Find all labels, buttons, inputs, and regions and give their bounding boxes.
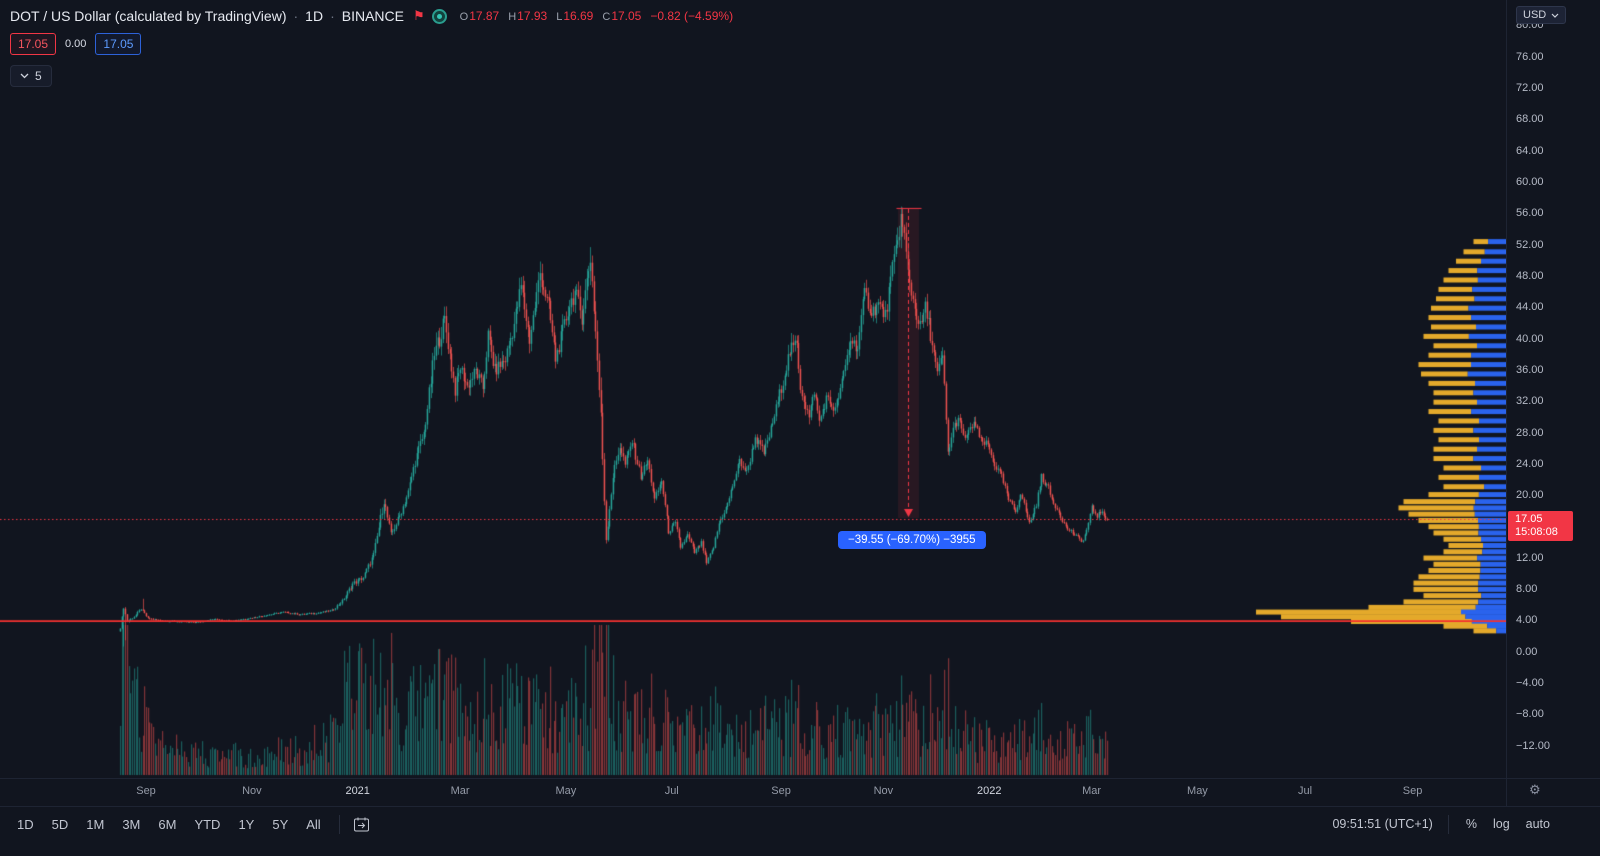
drawings-collapse-button[interactable]: 5 bbox=[10, 65, 52, 87]
price-tick-label: 28.00 bbox=[1516, 426, 1544, 439]
toolbar-left: 1D 5D 1M 3M 6M YTD 1Y 5Y All bbox=[10, 814, 372, 835]
bottom-toolbar: 1D 5D 1M 3M 6M YTD 1Y 5Y All 09:51:51 (UTC+1) % … bbox=[0, 806, 1600, 856]
bar-countdown: 15:08:08 bbox=[1515, 526, 1558, 538]
change-value: −0.82 (−4.59%) bbox=[650, 9, 734, 23]
price-tick-label: 48.00 bbox=[1516, 269, 1544, 282]
time-axis-label: Sep bbox=[1402, 785, 1423, 797]
separator-dot: · bbox=[330, 8, 335, 24]
price-tick-label: 76.00 bbox=[1516, 50, 1544, 63]
price-tick-label: 56.00 bbox=[1516, 207, 1544, 220]
buy-sell-row: 17.05 0.00 17.05 bbox=[10, 33, 733, 55]
chart-header: DOT / US Dollar (calculated by TradingVi… bbox=[10, 8, 733, 87]
time-axis-label: 2022 bbox=[976, 785, 1002, 797]
range-button-3M[interactable]: 3M bbox=[115, 814, 147, 835]
exchange-label: BINANCE bbox=[341, 8, 404, 24]
auto-scale-button[interactable]: auto bbox=[1520, 814, 1556, 834]
price-tick-label: −4.00 bbox=[1516, 677, 1544, 690]
time-axis-label: Mar bbox=[1082, 785, 1102, 797]
time-axis-label: Mar bbox=[450, 785, 470, 797]
close-value: 17.05 bbox=[611, 9, 642, 23]
axis-settings-gear-icon[interactable]: ⚙ bbox=[1529, 782, 1541, 797]
clock-label[interactable]: 09:51:51 (UTC+1) bbox=[1332, 817, 1433, 831]
percent-scale-button[interactable]: % bbox=[1460, 814, 1483, 834]
go-to-date-icon bbox=[353, 817, 369, 832]
currency-label: USD bbox=[1523, 9, 1547, 21]
price-tick-label: 20.00 bbox=[1516, 489, 1544, 502]
price-tick-label: 64.00 bbox=[1516, 144, 1544, 157]
range-button-1Y[interactable]: 1Y bbox=[231, 814, 261, 835]
price-tick-label: 4.00 bbox=[1516, 614, 1538, 627]
drawings-count: 5 bbox=[35, 69, 42, 83]
toolbar-divider bbox=[338, 815, 340, 834]
chevron-down-icon bbox=[20, 73, 29, 79]
time-axis[interactable]: Sep Nov 2021 Mar May Jul Sep Nov 2022 Mar May Jul Se… bbox=[0, 778, 1600, 807]
ohlc-values: O17.87 H17.93 L16.69 C17.05 −0.82 (−4.59… bbox=[460, 9, 733, 23]
price-tick-label: 44.00 bbox=[1516, 301, 1544, 314]
range-button-group: 1D 5D 1M 3M 6M YTD 1Y 5Y All bbox=[10, 814, 328, 835]
chevron-down-icon bbox=[1551, 13, 1559, 18]
time-axis-label: Nov bbox=[242, 785, 262, 797]
price-tick-label: 12.00 bbox=[1516, 551, 1544, 564]
drawings-row: 5 bbox=[10, 65, 733, 87]
buy-button[interactable]: 17.05 bbox=[95, 33, 142, 55]
price-tick-label: 72.00 bbox=[1516, 81, 1544, 94]
log-scale-button[interactable]: log bbox=[1487, 814, 1516, 834]
symbol-row: DOT / US Dollar (calculated by TradingVi… bbox=[10, 8, 733, 24]
price-chart-canvas[interactable] bbox=[0, 0, 1506, 806]
low-label: L bbox=[556, 11, 563, 23]
range-button-YTD[interactable]: YTD bbox=[187, 814, 227, 835]
range-button-1D[interactable]: 1D bbox=[10, 814, 41, 835]
price-tick-label: 60.00 bbox=[1516, 175, 1544, 188]
toolbar-right: 09:51:51 (UTC+1) % log auto bbox=[1332, 814, 1556, 834]
price-tick-label: 68.00 bbox=[1516, 113, 1544, 126]
flag-icon[interactable]: ⚑ bbox=[412, 8, 425, 23]
range-button-1M[interactable]: 1M bbox=[79, 814, 111, 835]
last-price-label: 17.05 15:08:08 bbox=[1508, 511, 1573, 541]
high-label: H bbox=[508, 11, 517, 23]
price-tick-label: 0.00 bbox=[1516, 645, 1538, 658]
price-tick-label: −8.00 bbox=[1516, 708, 1544, 721]
last-price-value: 17.05 bbox=[1515, 513, 1543, 525]
interval-label[interactable]: 1D bbox=[305, 8, 324, 24]
time-axis-label: Sep bbox=[771, 785, 791, 797]
close-label: C bbox=[602, 11, 611, 23]
price-axis[interactable]: 80.00 76.00 72.00 68.00 64.00 60.00 56.00 52.00… bbox=[1506, 0, 1600, 806]
measure-tooltip: −39.55 (−69.70%) −3955 bbox=[838, 531, 986, 549]
symbol-title[interactable]: DOT / US Dollar (calculated by TradingVi… bbox=[10, 8, 287, 24]
open-value: 17.87 bbox=[469, 9, 500, 23]
market-status-icon bbox=[431, 8, 447, 24]
price-tick-label: 52.00 bbox=[1516, 238, 1544, 251]
price-tick-label: −12.00 bbox=[1516, 739, 1550, 752]
low-value: 16.69 bbox=[563, 9, 594, 23]
toolbar-divider bbox=[1447, 814, 1449, 834]
range-button-6M[interactable]: 6M bbox=[151, 814, 183, 835]
time-axis-label: May bbox=[555, 785, 577, 797]
spread-value: 0.00 bbox=[65, 38, 87, 50]
status-dot bbox=[436, 13, 442, 19]
price-tick-label: 40.00 bbox=[1516, 332, 1544, 345]
time-axis-label: Jul bbox=[1297, 785, 1313, 797]
price-tick-label: 36.00 bbox=[1516, 363, 1544, 376]
price-tick-label: 24.00 bbox=[1516, 457, 1544, 470]
range-button-5Y[interactable]: 5Y bbox=[265, 814, 295, 835]
time-axis-label: Sep bbox=[136, 785, 156, 797]
time-axis-label: May bbox=[1187, 785, 1208, 797]
range-button-5D[interactable]: 5D bbox=[45, 814, 76, 835]
price-tick-label: 32.00 bbox=[1516, 395, 1544, 408]
sell-button[interactable]: 17.05 bbox=[10, 33, 56, 55]
range-button-All[interactable]: All bbox=[299, 814, 327, 835]
time-axis-label: Nov bbox=[873, 785, 894, 797]
open-label: O bbox=[459, 11, 469, 23]
high-value: 17.93 bbox=[517, 9, 548, 23]
time-axis-label: 2021 bbox=[345, 785, 370, 797]
price-tick-label: 8.00 bbox=[1516, 583, 1538, 596]
separator-dot: · bbox=[293, 8, 299, 24]
currency-toggle-button[interactable]: USD bbox=[1516, 6, 1567, 24]
time-axis-label: Jul bbox=[664, 785, 679, 797]
go-to-date-button[interactable] bbox=[351, 814, 372, 835]
